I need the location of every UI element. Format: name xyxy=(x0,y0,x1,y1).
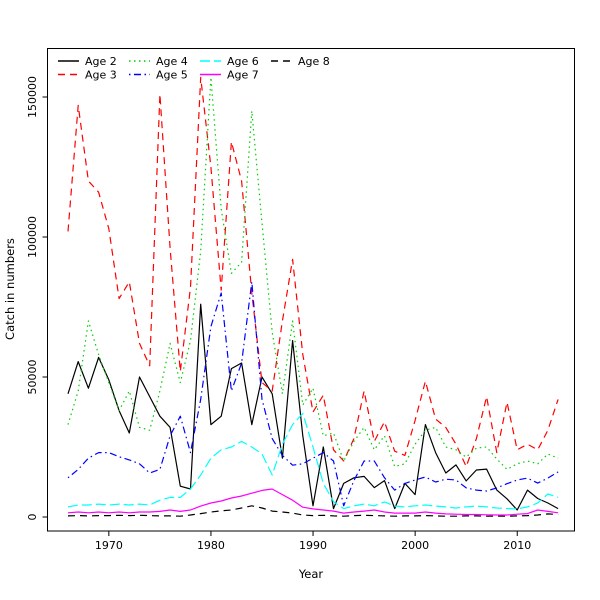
y-tick-label: 50000 xyxy=(26,360,39,395)
x-tick-label: 2010 xyxy=(503,539,531,552)
series-line-age-8 xyxy=(67,505,559,517)
legend-label-age-3: Age 3 xyxy=(85,69,117,82)
series-line-age-5 xyxy=(67,281,559,507)
y-tick-label: 0 xyxy=(26,514,39,521)
y-axis-label: Catch in numbers xyxy=(3,238,17,340)
plot-border-box xyxy=(47,48,575,532)
series-line-age-7 xyxy=(67,488,559,516)
x-tick-label: 1980 xyxy=(197,539,225,552)
series-line-age-3 xyxy=(67,76,559,468)
legend-label-age-2: Age 2 xyxy=(85,55,117,68)
x-tick-label: 1990 xyxy=(299,539,327,552)
series-lines xyxy=(67,76,559,517)
x-tick-label: 2000 xyxy=(401,539,429,552)
series-line-age-6 xyxy=(67,412,559,510)
y-tick-label: 150000 xyxy=(26,76,39,118)
y-axis-ticks: 0 50000 100000 150000 xyxy=(26,76,48,521)
x-tick-label: 1970 xyxy=(95,539,123,552)
legend-label-age-5: Age 5 xyxy=(156,69,188,82)
legend-label-age-7: Age 7 xyxy=(227,69,259,82)
legend-label-age-6: Age 6 xyxy=(227,55,259,68)
series-line-age-4 xyxy=(67,76,559,470)
x-axis-ticks: 1970 1980 1990 2000 2010 xyxy=(95,531,531,552)
x-axis-label: Year xyxy=(298,567,324,581)
y-tick-label: 100000 xyxy=(26,216,39,258)
legend-label-age-8: Age 8 xyxy=(298,55,330,68)
series-line-age-2 xyxy=(67,303,559,511)
legend-label-age-4: Age 4 xyxy=(156,55,188,68)
